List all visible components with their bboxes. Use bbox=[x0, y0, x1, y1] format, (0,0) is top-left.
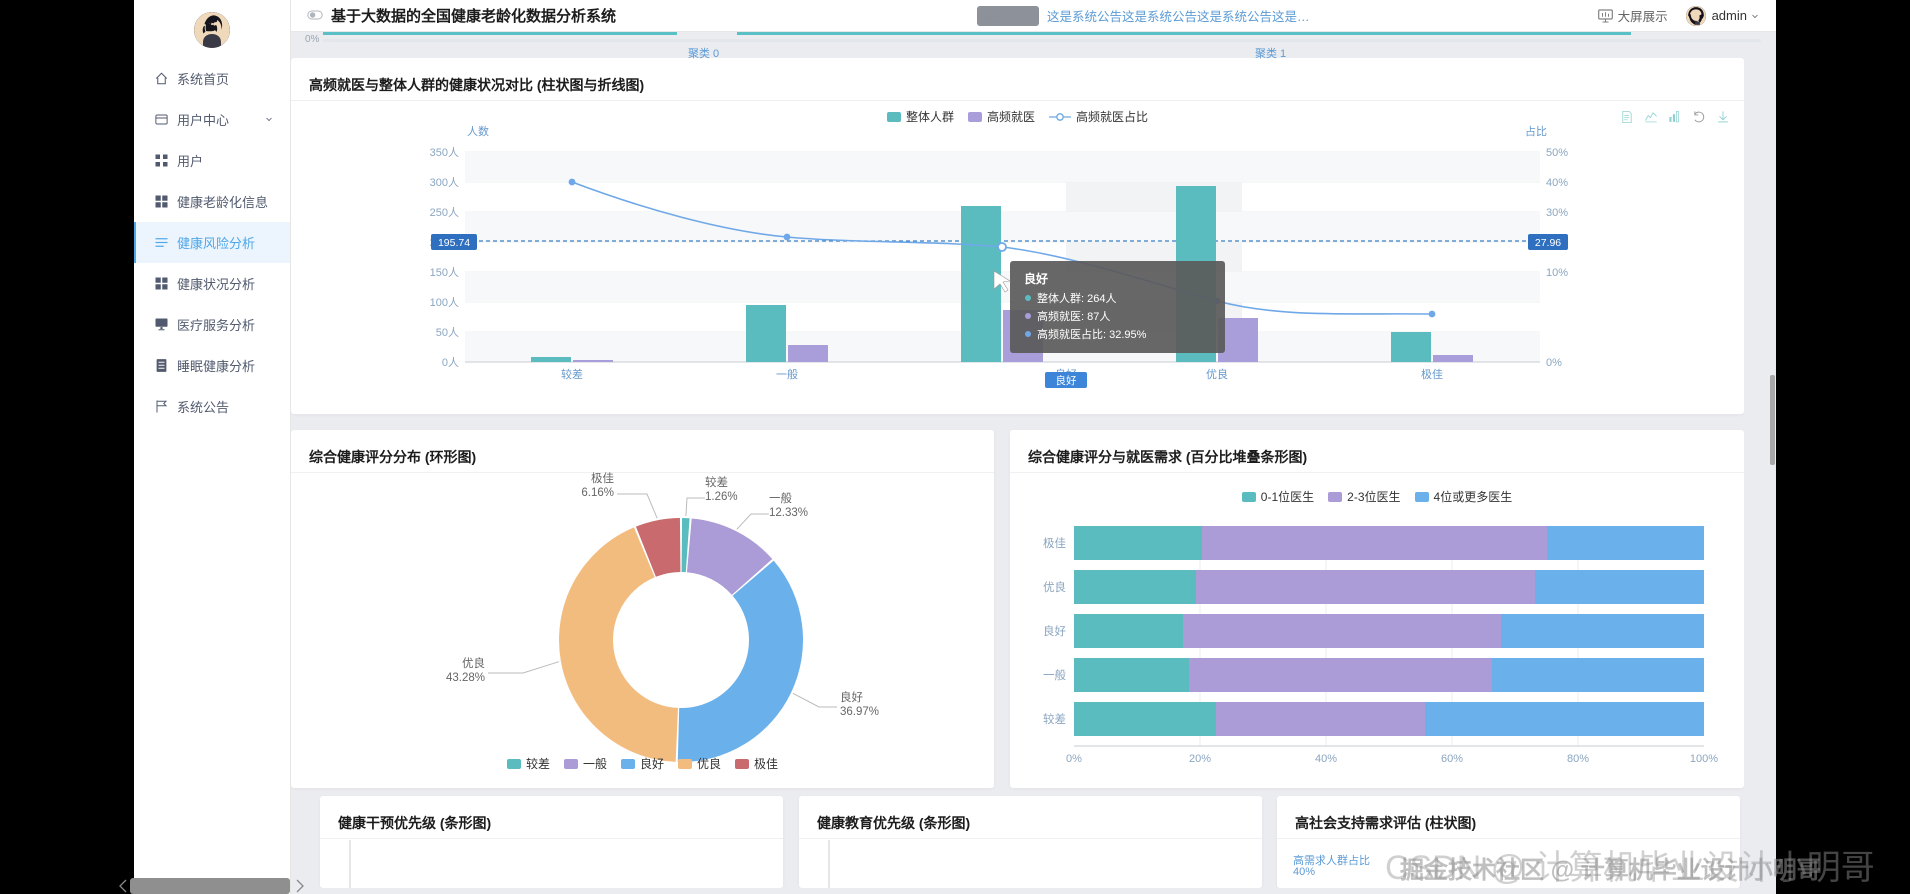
svg-text:43.28%: 43.28% bbox=[446, 672, 485, 684]
svg-text:36.97%: 36.97% bbox=[840, 706, 879, 718]
svg-text:100人: 100人 bbox=[430, 296, 459, 309]
svg-text:整体人群: 264人: 整体人群: 264人 bbox=[1037, 291, 1116, 305]
svg-text:60%: 60% bbox=[1441, 753, 1463, 765]
svg-text:20%: 20% bbox=[1189, 753, 1211, 765]
svg-text:占比: 占比 bbox=[1525, 124, 1547, 138]
svg-text:6.16%: 6.16% bbox=[581, 487, 614, 499]
svg-text:0人: 0人 bbox=[442, 356, 459, 369]
svg-text:高频就医占比: 32.95%: 高频就医占比: 32.95% bbox=[1037, 327, 1147, 341]
svg-text:27.96: 27.96 bbox=[1535, 237, 1561, 249]
svg-text:良好: 良好 bbox=[840, 690, 863, 704]
svg-text:50%: 50% bbox=[1546, 147, 1568, 159]
svg-text:195.74: 195.74 bbox=[438, 237, 470, 249]
svg-text:一般: 一般 bbox=[1043, 668, 1066, 682]
svg-text:250人: 250人 bbox=[430, 206, 459, 219]
svg-text:10%: 10% bbox=[1546, 267, 1568, 279]
svg-text:极佳: 极佳 bbox=[1421, 367, 1443, 381]
svg-text:极佳: 极佳 bbox=[1043, 536, 1066, 550]
svg-text:良好: 良好 bbox=[1043, 624, 1066, 638]
svg-text:良好: 良好 bbox=[1056, 374, 1078, 387]
svg-text:优良: 优良 bbox=[1206, 367, 1228, 381]
svg-text:100%: 100% bbox=[1690, 753, 1718, 765]
svg-text:40%: 40% bbox=[1546, 177, 1568, 189]
svg-text:较差: 较差 bbox=[1043, 712, 1066, 726]
svg-text:人数: 人数 bbox=[467, 125, 489, 138]
svg-text:优良: 优良 bbox=[1043, 580, 1066, 594]
svg-text:40%: 40% bbox=[1315, 753, 1337, 765]
svg-text:一般: 一般 bbox=[769, 491, 792, 505]
svg-text:300人: 300人 bbox=[430, 176, 459, 189]
svg-text:12.33%: 12.33% bbox=[769, 507, 808, 519]
svg-text:1.26%: 1.26% bbox=[705, 491, 738, 503]
svg-text:较差: 较差 bbox=[705, 475, 728, 489]
svg-text:80%: 80% bbox=[1567, 753, 1589, 765]
svg-text:极佳: 极佳 bbox=[591, 471, 614, 485]
svg-text:150人: 150人 bbox=[430, 266, 459, 279]
svg-text:0%: 0% bbox=[1066, 753, 1082, 765]
svg-text:0%: 0% bbox=[1546, 357, 1562, 369]
svg-text:优良: 优良 bbox=[462, 656, 485, 670]
svg-text:较差: 较差 bbox=[561, 367, 583, 381]
svg-text:350人: 350人 bbox=[430, 146, 459, 159]
svg-text:高频就医: 87人: 高频就医: 87人 bbox=[1037, 309, 1110, 323]
svg-text:50人: 50人 bbox=[436, 326, 459, 339]
svg-text:良好: 良好 bbox=[1024, 271, 1048, 286]
svg-text:30%: 30% bbox=[1546, 207, 1568, 219]
svg-text:一般: 一般 bbox=[776, 368, 798, 381]
